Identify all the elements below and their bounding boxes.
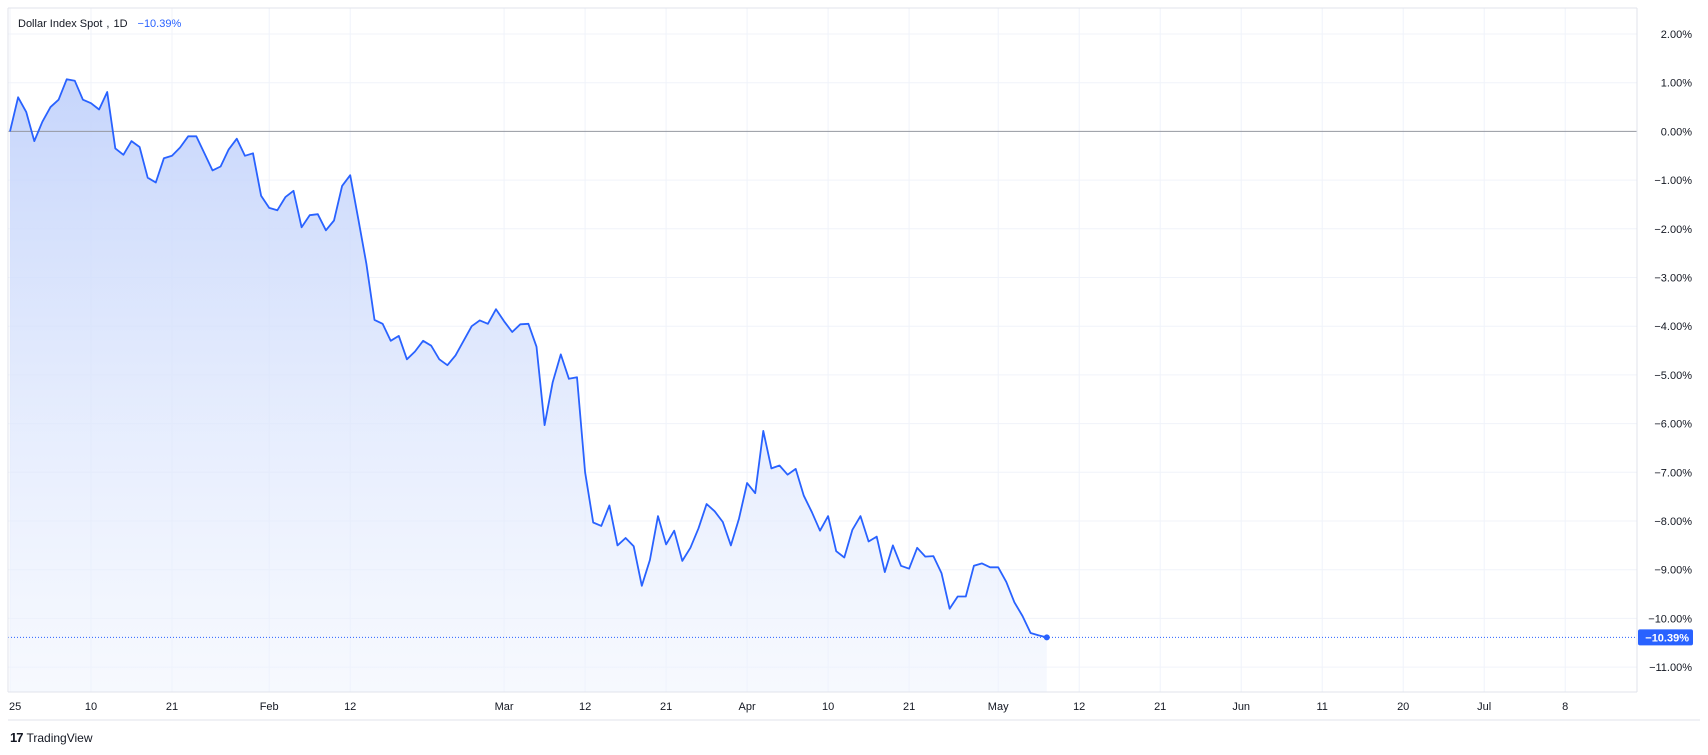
y-tick-label-12[interactable]: −10.00% (1648, 613, 1692, 625)
x-tick-label-6[interactable]: 12 (579, 701, 591, 713)
x-tick-label-11[interactable]: May (988, 701, 1009, 713)
y-tick-label-7[interactable]: −5.00% (1654, 370, 1692, 382)
brand-name: TradingView (26, 730, 93, 745)
x-tick-label-15[interactable]: 11 (1316, 701, 1327, 713)
y-tick-label-11[interactable]: −9.00% (1654, 565, 1692, 577)
x-tick-label-17[interactable]: Jul (1477, 701, 1491, 713)
x-tick-label-13[interactable]: 21 (1154, 701, 1166, 713)
tradingview-brand[interactable]: 17 TradingView (10, 730, 93, 745)
x-tick-label-1[interactable]: 10 (85, 701, 97, 713)
x-tick-label-0[interactable]: 25 (9, 701, 21, 713)
tradingview-logo-icon: 17 (10, 730, 24, 745)
y-tick-label-1[interactable]: 1.00% (1661, 78, 1692, 90)
y-tick-label-13[interactable]: −11.00% (1649, 662, 1692, 674)
x-axis-labels[interactable]: 25 10 21 Feb 12 Mar 12 21 Apr 10 21 May 12 21 Jun 11 20 J… (9, 701, 1568, 713)
y-tick-label-0[interactable]: 2.00% (1661, 29, 1692, 41)
y-tick-label-3[interactable]: −1.00% (1654, 175, 1692, 187)
y-tick-label-10[interactable]: −8.00% (1654, 516, 1692, 528)
series-line[interactable] (8, 78, 1637, 641)
x-tick-label-18[interactable]: 8 (1562, 701, 1568, 713)
area-fill (10, 79, 1047, 693)
x-tick-label-8[interactable]: Apr (739, 701, 756, 713)
y-tick-label-9[interactable]: −7.00% (1654, 467, 1692, 479)
y-tick-label-8[interactable]: −6.00% (1654, 419, 1692, 431)
y-tick-label-6[interactable]: −4.00% (1654, 321, 1692, 333)
x-tick-label-14[interactable]: Jun (1232, 701, 1250, 713)
area-path (10, 79, 1047, 693)
x-tick-label-16[interactable]: 20 (1397, 701, 1409, 713)
series-path (9, 78, 1048, 639)
last-value-tag-label: −10.39% (1645, 632, 1689, 644)
last-value-tag: −10.39% (1638, 629, 1693, 646)
legend-change: −10.39% (137, 18, 182, 30)
axis-frame (7, 7, 1700, 721)
y-axis-labels[interactable]: 2.00% 1.00% 0.00% −1.00% −2.00% −3.00% −4.00% −… (1648, 29, 1692, 674)
last-point-marker (1043, 634, 1050, 641)
y-tick-label-2[interactable]: 0.00% (1661, 126, 1692, 138)
x-tick-label-10[interactable]: 21 (903, 701, 915, 713)
y-tick-label-4[interactable]: −2.00% (1654, 224, 1692, 236)
legend-interval: 1D (113, 18, 128, 30)
x-tick-label-5[interactable]: Mar (495, 701, 514, 713)
legend-separator: , (106, 18, 110, 30)
legend-symbol[interactable]: Dollar Index Spot (18, 18, 103, 30)
x-tick-label-4[interactable]: 12 (344, 701, 356, 713)
x-tick-label-7[interactable]: 21 (660, 701, 672, 713)
x-tick-label-3[interactable]: Feb (260, 701, 279, 713)
x-tick-label-9[interactable]: 10 (822, 701, 834, 713)
y-tick-label-5[interactable]: −3.00% (1654, 273, 1692, 285)
x-tick-label-2[interactable]: 21 (166, 701, 178, 713)
x-tick-label-12[interactable]: 12 (1073, 701, 1085, 713)
last-value-tag-bg (1638, 629, 1693, 646)
chart-legend[interactable]: Dollar Index Spot, 1D −10.39% (18, 18, 181, 30)
